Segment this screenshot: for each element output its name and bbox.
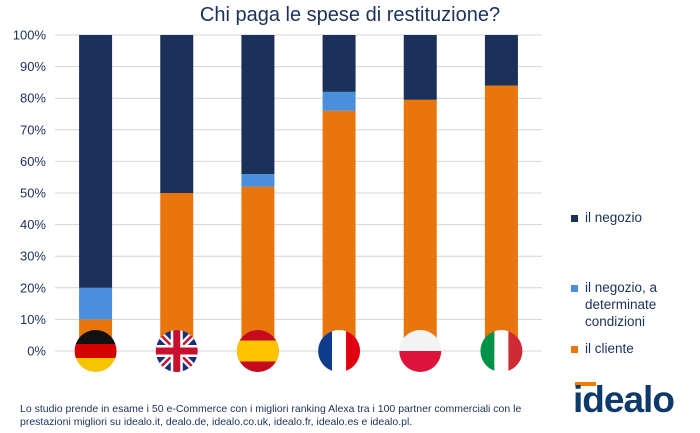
italy-flag-icon	[480, 330, 523, 372]
chart-area: 0% 10% 20% 30% 40% 50% 60% 70% 80% 90% 100%	[13, 28, 542, 372]
legend-label-il-cliente: il cliente	[585, 341, 634, 356]
bar-segment-il-cliente	[241, 186, 275, 351]
legend-item-il-cliente: il cliente	[571, 340, 695, 357]
spain-flag-icon	[236, 330, 279, 372]
germany-flag-icon	[74, 330, 117, 372]
uk-flag-icon	[155, 330, 198, 372]
y-tick-label: 30%	[20, 249, 46, 264]
bar-segment-il-negozio	[484, 35, 518, 86]
y-tick-label: 0%	[27, 344, 46, 359]
y-tick-label: 40%	[20, 217, 46, 232]
bar-segment-il-negozio	[241, 35, 275, 175]
bar-segment-il-cliente	[403, 99, 437, 351]
bar-segment-il-negozio-condizioni	[322, 91, 356, 111]
y-tick-label: 100%	[13, 28, 47, 43]
y-tick-label: 50%	[20, 186, 46, 201]
legend-label-il-negozio: il negozio	[585, 210, 643, 225]
bar-segment-il-cliente	[160, 193, 194, 351]
logo-accent	[575, 382, 596, 386]
legend-item-il-negozio: il negozio	[571, 209, 695, 226]
idealo-logo: idealo	[573, 379, 675, 420]
legend-item-il-negozio-condizioni: il negozio, a determinate condizioni	[571, 279, 695, 330]
bar-segment-il-negozio	[403, 35, 437, 100]
bar-segment-il-negozio	[160, 35, 194, 193]
bar-segment-il-negozio-condizioni	[241, 174, 275, 187]
bar-segment-il-cliente	[484, 85, 518, 351]
bar-segment-il-negozio-condizioni	[79, 287, 113, 320]
legend-swatch-il-negozio	[571, 215, 578, 222]
y-tick-label: 70%	[20, 122, 46, 137]
y-tick-label: 60%	[20, 154, 46, 169]
bar-segment-il-cliente	[322, 110, 356, 351]
legend-swatch-il-negozio-condizioni	[571, 285, 578, 292]
bar-segment-il-negozio	[79, 35, 113, 288]
bar-segment-il-negozio	[322, 35, 356, 92]
chart-title: Chi paga le spese di restituzione?	[199, 4, 501, 26]
y-tick-label: 10%	[20, 312, 46, 327]
y-tick-label: 80%	[20, 91, 46, 106]
legend-label-il-negozio-condizioni: il negozio, a determinate condizioni	[585, 280, 658, 329]
france-flag-icon	[318, 330, 361, 372]
y-tick-label: 20%	[20, 280, 46, 295]
y-tick-label: 90%	[20, 59, 46, 74]
footnote: Lo studio prende in esame i 50 e-Commerc…	[20, 403, 522, 428]
poland-flag-icon	[399, 330, 442, 372]
legend-swatch-il-cliente	[571, 346, 578, 353]
